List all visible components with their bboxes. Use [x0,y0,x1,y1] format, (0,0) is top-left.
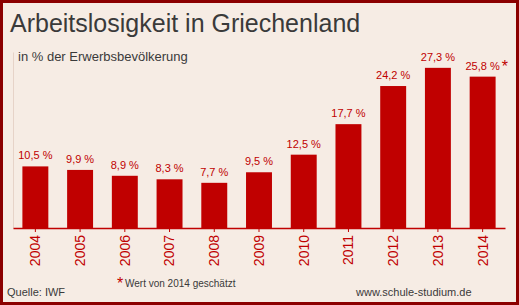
bar [470,77,496,228]
data-label: 8,9 % [111,159,139,171]
tick-label: 2008 [206,235,222,266]
asterisk: * [502,58,508,75]
bar [201,183,227,228]
bar [335,124,361,228]
bar [157,179,183,228]
data-label: 27,3 % [421,51,455,63]
tick-mark [348,228,349,232]
tick: 2013 [430,228,446,266]
tick-label: 2010 [296,235,312,266]
footnote: Wert von 2014 geschätzt [125,278,236,289]
tick-label: 2004 [27,235,43,266]
bar [67,170,93,228]
data-label: 7,7 % [200,166,228,178]
bar [22,166,48,228]
tick-mark [169,228,170,232]
bar [380,86,406,228]
y-axis-line [13,53,14,229]
tick-label: 2007 [161,235,177,266]
tick-mark [303,228,304,232]
tick: 2014 [475,228,491,266]
tick-mark [393,228,394,232]
source: Quelle: IWF [7,286,65,298]
title: Arbeitslosigkeit in Griechenland [10,9,360,37]
tick-label: 2006 [117,235,133,266]
tick-mark [80,228,81,232]
bar [291,155,317,228]
bar [425,68,451,228]
chart: Arbeitslosigkeit in Griechenland in % der… [0,0,519,305]
tick-label: 2005 [72,235,88,266]
data-label: 10,5 % [18,149,52,161]
tick: 2004 [27,228,43,266]
tick-mark [214,228,215,232]
footnote-asterisk: * [117,275,123,292]
tick: 2005 [72,228,88,266]
tick-mark [437,228,438,232]
data-label: 12,5 % [287,138,321,150]
data-label: 24,2 % [376,69,410,81]
bars [22,68,495,228]
tick-label: 2012 [385,235,401,266]
data-label: 17,7 % [331,107,365,119]
website: www.schule-studium.de [355,286,472,298]
tick: 2009 [251,228,267,266]
data-labels: 10,5 % 9,9 % 8,9 % 8,3 % 7,7 % 9,5 % 12,5 % 17,… [18,51,500,178]
frame [2,2,518,304]
background [0,0,519,305]
tick: 2007 [161,228,177,266]
tick-mark [259,228,260,232]
tick: 2011 [340,228,356,265]
tick: 2010 [296,228,312,266]
tick-label: 2013 [430,235,446,266]
data-label: 8,3 % [155,162,183,174]
tick: 2012 [385,228,401,266]
tick-mark [35,228,36,232]
tick-label: 2014 [475,235,491,266]
tick: 2006 [117,228,133,266]
x-axis: 2004 2005 2006 2007 2008 2009 2010 2011 2012 2013… [14,228,506,266]
data-label: 9,9 % [66,153,94,165]
subtitle: in % der Erwerbsbevölkerung [18,49,188,64]
bar [112,176,138,228]
tick: 2008 [206,228,222,266]
y-axis [13,53,14,229]
tick-label: 2009 [251,235,267,266]
bar [246,172,272,228]
tick-label: 2011 [340,235,356,265]
tick-mark [482,228,483,232]
data-label: 25,8 % [466,60,500,72]
data-label: 9,5 % [245,155,273,167]
tick-mark [124,228,125,232]
